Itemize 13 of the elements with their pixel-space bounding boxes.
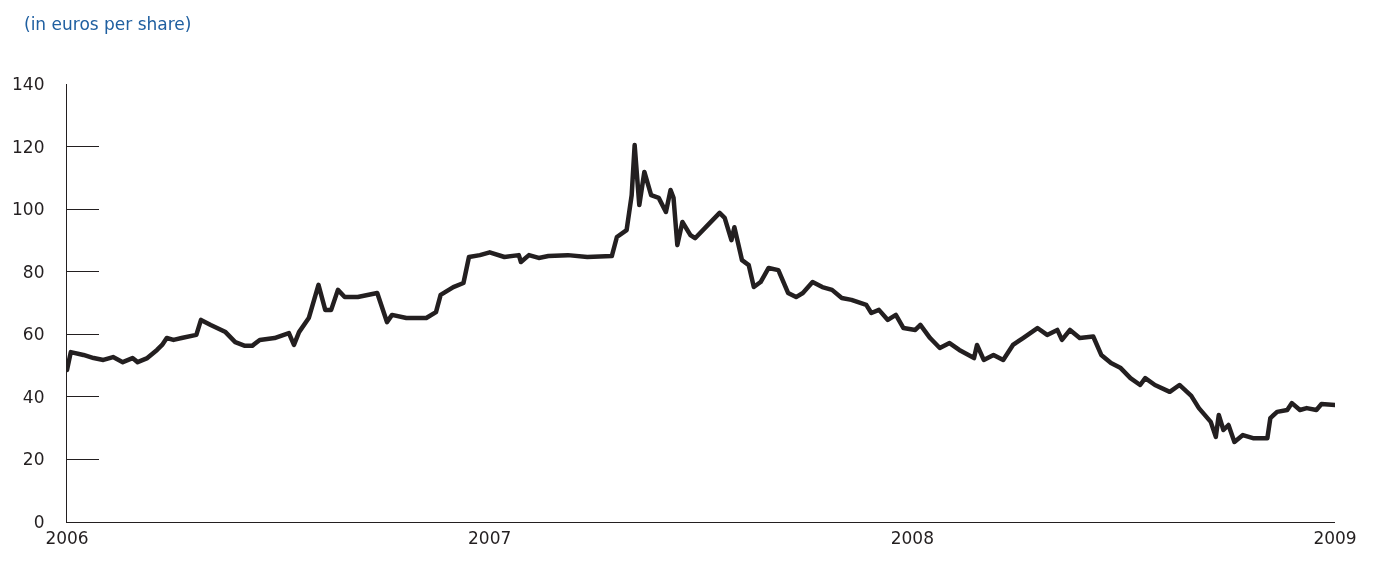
x-tick-label: 2007 (468, 527, 512, 548)
y-tick-label: 40 (22, 386, 45, 407)
x-tick-label: 2009 (1313, 527, 1357, 548)
y-tick-label: 80 (22, 261, 45, 282)
y-tick-label: 0 (33, 511, 45, 532)
y-tick-label: 20 (22, 449, 45, 470)
y-axis-title: (in euros per share) (24, 14, 192, 34)
x-tick-label: 2006 (45, 527, 89, 548)
y-tick-label: 100 (12, 199, 45, 220)
y-tick-label: 60 (22, 324, 45, 345)
y-tick-label: 140 (12, 73, 45, 94)
y-tick-label: 120 (12, 136, 45, 157)
x-tick-label: 2008 (890, 527, 934, 548)
